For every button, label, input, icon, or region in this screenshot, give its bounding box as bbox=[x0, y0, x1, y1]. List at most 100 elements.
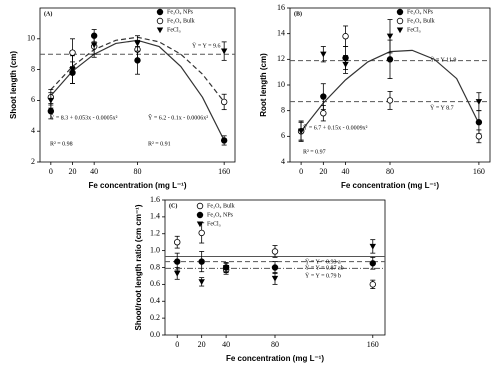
x-axis-title: Fe concentration (mg L⁻¹) bbox=[341, 181, 439, 190]
y-tick-label: 10 bbox=[277, 80, 285, 89]
annotation: R² = 0.91 bbox=[148, 141, 171, 147]
marker-circle bbox=[220, 98, 228, 106]
marker-circle bbox=[69, 49, 76, 56]
y-tick-label: 0.4 bbox=[150, 296, 160, 305]
y-tick-label: 10 bbox=[27, 34, 35, 43]
y-tick-label: 8 bbox=[31, 64, 35, 73]
marker-triangle bbox=[271, 275, 279, 282]
annotation: R² = 0.98 bbox=[50, 141, 73, 147]
y-tick-label: 1.4 bbox=[150, 212, 160, 221]
marker-circle bbox=[174, 258, 181, 265]
annotation: Ŷ = 8.3 + 0.053x - 0.0005x² bbox=[50, 113, 118, 121]
annotation: Ȳ = Y = 0.93 a bbox=[305, 258, 341, 265]
y-tick-label: 4 bbox=[31, 126, 35, 135]
marker-triangle bbox=[90, 42, 98, 49]
marker-circle bbox=[475, 133, 483, 140]
marker-circle bbox=[220, 137, 228, 144]
x-tick-label: 20 bbox=[198, 340, 206, 349]
marker-triangle bbox=[220, 48, 228, 55]
y-tick-label: 6 bbox=[281, 131, 285, 140]
panel-label: (A) bbox=[44, 10, 52, 17]
marker-triangle bbox=[134, 40, 141, 47]
marker-circle bbox=[196, 211, 204, 219]
marker-triangle bbox=[198, 279, 205, 286]
marker-circle bbox=[475, 119, 483, 126]
marker-circle bbox=[386, 56, 394, 63]
x-tick-label: 80 bbox=[386, 167, 394, 176]
y-tick-label: 2 bbox=[31, 157, 35, 166]
x-tick-label: 80 bbox=[271, 340, 279, 349]
legend-label: Fe₃O₄ Bulk bbox=[207, 203, 235, 209]
x-tick-label: 0 bbox=[299, 167, 303, 176]
y-axis-title: Root length (cm) bbox=[259, 53, 268, 117]
marker-circle bbox=[369, 260, 376, 267]
marker-triangle bbox=[396, 27, 404, 34]
marker-circle bbox=[156, 17, 164, 25]
y-axis-title: Shoot/root length ratio (cm cm⁻¹) bbox=[134, 204, 143, 330]
marker-triangle bbox=[156, 27, 164, 34]
legend-label: FeCl₃ bbox=[167, 27, 181, 33]
y-tick-label: 0.2 bbox=[150, 313, 160, 322]
marker-circle bbox=[174, 238, 181, 246]
marker-triangle bbox=[342, 61, 349, 68]
marker-triangle bbox=[196, 221, 204, 228]
panel-label: (C) bbox=[169, 202, 177, 209]
x-tick-label: 160 bbox=[367, 340, 379, 349]
y-tick-label: 8 bbox=[281, 105, 285, 114]
legend-label: FeCl₃ bbox=[407, 27, 421, 33]
marker-triangle bbox=[47, 97, 55, 104]
legend-label: Fe₃O₄ NPs bbox=[167, 9, 194, 15]
x-tick-label: 20 bbox=[319, 167, 327, 176]
marker-circle bbox=[271, 248, 279, 255]
marker-circle bbox=[198, 258, 205, 265]
marker-circle bbox=[47, 107, 55, 115]
marker-triangle bbox=[475, 99, 483, 105]
marker-triangle bbox=[297, 128, 305, 135]
y-tick-label: 0.8 bbox=[150, 262, 160, 271]
marker-circle bbox=[156, 8, 164, 16]
y-tick-label: 14 bbox=[277, 28, 285, 37]
annotation: R² = 0.97 bbox=[303, 149, 326, 155]
marker-circle bbox=[369, 281, 376, 288]
marker-triangle bbox=[174, 270, 181, 277]
panel-label: (B) bbox=[294, 10, 302, 17]
y-axis-title: Shoot length (cm) bbox=[9, 51, 18, 119]
x-tick-label: 0 bbox=[175, 340, 179, 349]
legend-label: Fe₃O₄ Bulk bbox=[167, 18, 195, 24]
marker-circle bbox=[396, 17, 404, 25]
plot-frame bbox=[39, 7, 236, 163]
annotation: Ȳ = Y = 0.87 ab bbox=[305, 264, 344, 271]
x-tick-label: 40 bbox=[90, 167, 98, 176]
annotation: Ŷ = 6.2 - 0.1x - 0.0006x² bbox=[148, 113, 208, 121]
marker-circle bbox=[198, 229, 205, 237]
x-tick-label: 20 bbox=[69, 167, 77, 176]
x-tick-label: 40 bbox=[342, 167, 350, 176]
annotation: Ȳ = Y 8.7 bbox=[430, 104, 454, 111]
marker-circle bbox=[320, 93, 327, 100]
marker-circle bbox=[271, 264, 279, 271]
y-tick-label: 6 bbox=[31, 95, 35, 104]
marker-circle bbox=[386, 97, 394, 104]
legend-label: Fe₃O₄ NPs bbox=[207, 212, 234, 218]
y-tick-label: 4 bbox=[281, 157, 285, 166]
marker-circle bbox=[320, 110, 327, 117]
x-tick-label: 160 bbox=[218, 167, 230, 176]
y-tick-label: 0.6 bbox=[150, 279, 160, 288]
annotation: Ŷ = 6.7 + 0.15x - 0.0009x² bbox=[303, 123, 368, 131]
marker-circle bbox=[396, 8, 404, 16]
marker-triangle bbox=[222, 264, 230, 271]
marker-triangle bbox=[386, 33, 394, 40]
y-tick-label: 16 bbox=[277, 3, 285, 12]
y-tick-label: 0.0 bbox=[150, 330, 160, 339]
marker-triangle bbox=[320, 51, 327, 58]
x-tick-label: 40 bbox=[222, 340, 230, 349]
marker-circle bbox=[342, 33, 349, 40]
x-tick-label: 0 bbox=[49, 167, 53, 176]
legend-label: FeCl₃ bbox=[207, 221, 221, 227]
x-tick-label: 80 bbox=[134, 167, 142, 176]
y-tick-label: 1.2 bbox=[150, 229, 160, 238]
annotation: Ȳ = Y = 9.6 bbox=[192, 42, 221, 49]
y-tick-label: 1.6 bbox=[150, 195, 160, 204]
y-tick-label: 1.0 bbox=[150, 245, 160, 254]
